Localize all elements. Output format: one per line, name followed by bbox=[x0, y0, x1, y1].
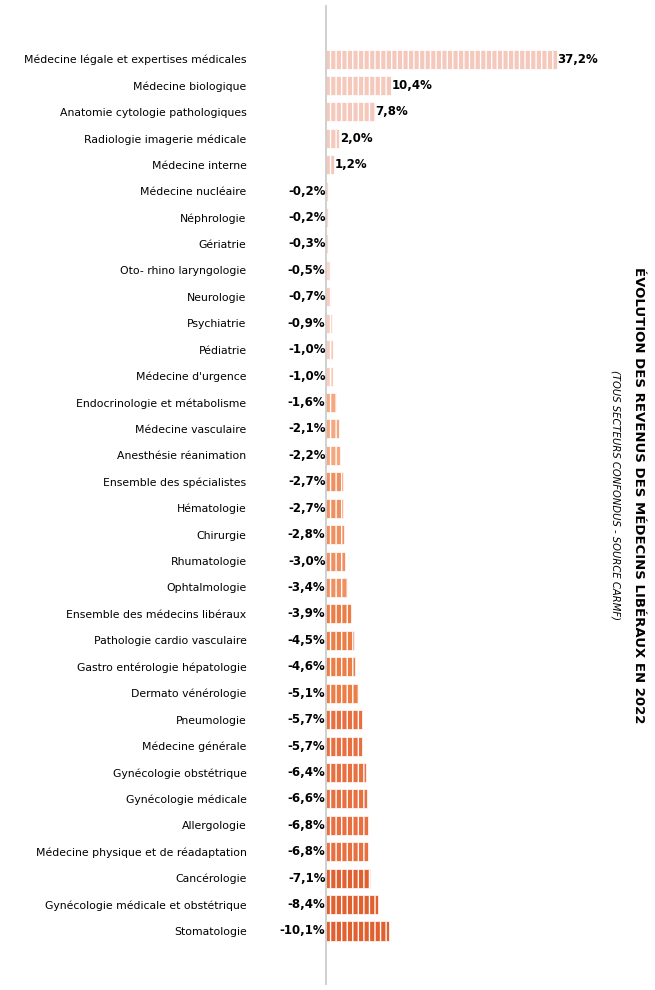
Bar bbox=[326, 868, 370, 888]
Bar bbox=[326, 261, 329, 280]
Text: (TOUS SECTEURS CONFONDUS - SOURCE CARMF): (TOUS SECTEURS CONFONDUS - SOURCE CARMF) bbox=[610, 370, 621, 620]
Bar bbox=[326, 604, 350, 624]
Bar bbox=[326, 789, 367, 809]
Text: -6,4%: -6,4% bbox=[288, 766, 326, 779]
Text: -0,3%: -0,3% bbox=[288, 238, 326, 250]
Bar bbox=[326, 895, 379, 914]
Bar bbox=[326, 181, 328, 201]
Bar bbox=[326, 76, 391, 95]
Text: ÉVOLUTION DES REVENUS DES MÉDECINS LIBÉRAUX EN 2022: ÉVOLUTION DES REVENUS DES MÉDECINS LIBÉR… bbox=[632, 267, 645, 723]
Text: -5,7%: -5,7% bbox=[288, 713, 326, 726]
Text: -3,0%: -3,0% bbox=[288, 554, 326, 567]
Bar bbox=[326, 235, 328, 253]
Text: -0,2%: -0,2% bbox=[288, 184, 326, 198]
Text: -2,1%: -2,1% bbox=[288, 423, 326, 436]
Text: -1,0%: -1,0% bbox=[288, 369, 326, 382]
Text: -7,1%: -7,1% bbox=[288, 871, 326, 885]
Text: -2,8%: -2,8% bbox=[288, 528, 326, 542]
Bar bbox=[326, 129, 339, 148]
Bar bbox=[326, 657, 355, 676]
Text: -1,0%: -1,0% bbox=[288, 344, 326, 356]
Text: -2,2%: -2,2% bbox=[288, 448, 326, 462]
Bar bbox=[326, 737, 362, 755]
Text: -5,1%: -5,1% bbox=[288, 687, 326, 700]
Bar bbox=[326, 208, 328, 227]
Bar bbox=[326, 102, 375, 122]
Text: -0,9%: -0,9% bbox=[288, 317, 326, 330]
Bar bbox=[326, 393, 336, 412]
Bar bbox=[326, 525, 344, 545]
Text: -4,5%: -4,5% bbox=[288, 634, 326, 646]
Text: -8,4%: -8,4% bbox=[288, 898, 326, 911]
Text: -2,7%: -2,7% bbox=[288, 502, 326, 515]
Bar bbox=[326, 366, 333, 386]
Text: -0,2%: -0,2% bbox=[288, 211, 326, 224]
Bar bbox=[326, 155, 334, 174]
Text: 1,2%: 1,2% bbox=[335, 158, 367, 171]
Text: -6,8%: -6,8% bbox=[288, 845, 326, 858]
Bar bbox=[326, 922, 389, 940]
Bar bbox=[326, 287, 331, 306]
Bar bbox=[326, 710, 362, 729]
Bar bbox=[326, 578, 347, 597]
Bar bbox=[326, 314, 332, 333]
Bar bbox=[326, 631, 354, 649]
Text: -1,6%: -1,6% bbox=[288, 396, 326, 409]
Text: -0,7%: -0,7% bbox=[288, 290, 326, 303]
Text: -6,6%: -6,6% bbox=[288, 792, 326, 806]
Bar bbox=[326, 763, 366, 782]
Text: 7,8%: 7,8% bbox=[375, 105, 408, 119]
Text: -5,7%: -5,7% bbox=[288, 740, 326, 752]
Text: -3,9%: -3,9% bbox=[288, 608, 326, 621]
Bar bbox=[326, 472, 343, 491]
Bar bbox=[326, 551, 345, 570]
Text: -6,8%: -6,8% bbox=[288, 819, 326, 832]
Bar bbox=[326, 446, 340, 465]
Bar bbox=[326, 341, 333, 359]
Text: -10,1%: -10,1% bbox=[280, 925, 326, 938]
Text: 37,2%: 37,2% bbox=[557, 52, 598, 65]
Bar bbox=[326, 499, 343, 518]
Text: 2,0%: 2,0% bbox=[340, 132, 372, 145]
Text: 10,4%: 10,4% bbox=[392, 79, 432, 92]
Bar bbox=[326, 816, 369, 835]
Bar bbox=[326, 684, 358, 703]
Text: -0,5%: -0,5% bbox=[288, 264, 326, 277]
Text: -2,7%: -2,7% bbox=[288, 475, 326, 488]
Bar bbox=[326, 50, 557, 68]
Bar bbox=[326, 420, 339, 439]
Text: -3,4%: -3,4% bbox=[288, 581, 326, 594]
Bar bbox=[326, 842, 369, 861]
Text: -4,6%: -4,6% bbox=[288, 660, 326, 673]
